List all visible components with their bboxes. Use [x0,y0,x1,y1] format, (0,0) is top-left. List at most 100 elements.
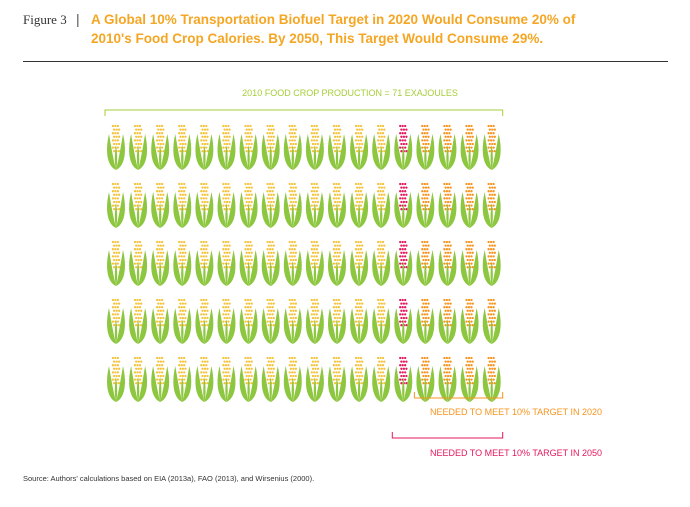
corn-cob-icon-food [239,356,258,402]
corn-cob-icon-food [107,182,125,228]
corn-cob-icon-food [239,240,258,286]
corn-cob-icon-needed-2020 [438,240,457,286]
corn-cob-icon-food [173,356,192,402]
corn-cob-icon-food [107,124,125,170]
figure-separator: | [76,11,80,27]
corn-cob-icon-food [195,240,214,286]
corn-cob-icon-needed-2050 [394,298,413,344]
corn-cob-icon-needed-2050 [394,356,413,402]
target-2050-label: NEEDED TO MEET 10% TARGET IN 2050 [430,448,602,458]
corn-cob-icon-needed-2050 [394,124,413,170]
corn-cob-icon-food [129,182,148,228]
corn-cob-icon-food [372,124,391,170]
corn-cob-icon-food [217,124,236,170]
corn-cob-icon-needed-2020 [460,298,479,344]
corn-cob-icon-food [372,240,391,286]
figure-title-line-2: 2010's Food Crop Calories. By 2050, This… [91,31,544,46]
corn-cob-icon-food [261,298,280,344]
corn-cob-icon-food [107,240,125,286]
corn-cob-icon-food [107,298,125,344]
corn-cob-icon-food [350,182,369,228]
corn-cob-icon-food [195,298,214,344]
corn-cob-icon-food [107,356,125,402]
corn-cob-icon-food [129,240,148,286]
corn-cob-icon-food [129,298,148,344]
corn-cob-icon-food [195,182,214,228]
figure-title: A Global 10% Transportation Biofuel Targ… [91,10,611,48]
corn-cob-icon-food [372,356,391,402]
corn-cob-icon-food [239,182,258,228]
corn-cob-icon-food [328,298,346,344]
corn-cob-icon-needed-2020 [438,298,457,344]
corn-cob-icon-food [173,298,192,344]
corn-cob-icon-food [261,182,280,228]
corn-cob-icon-needed-2020 [460,124,479,170]
corn-cob-icon-food [283,124,302,170]
corn-cob-icon-needed-2020 [460,240,479,286]
corn-cob-icon-food [350,124,369,170]
corn-cob-icon-food [350,356,369,402]
corn-cob-icon-food [372,182,391,228]
corn-cob-icon-food [328,124,346,170]
corn-cob-icon-food [129,124,148,170]
corn-cob-icon-food [151,298,170,344]
corn-cob-icon-food [151,240,170,286]
corn-cob-icon-food [151,124,170,170]
corn-cob-icon-needed-2020 [416,124,435,170]
corn-cob-icon-needed-2020 [416,356,435,402]
source-note: Source: Authors' calculations based on E… [23,474,315,483]
corn-cob-icon-food [129,356,148,402]
bracket-2050 [391,432,504,439]
chart-title: 2010 FOOD CROP PRODUCTION = 71 EXAJOULES [242,88,458,98]
corn-cob-icon-needed-2020 [460,182,479,228]
corn-cob-icon-food [173,240,192,286]
corn-cob-icon-food [217,240,236,286]
corn-cob-icon-food [283,356,302,402]
corn-cob-icon-food [283,182,302,228]
corn-cob-icon-needed-2050 [394,240,413,286]
corn-cob-icon-food [217,182,236,228]
corn-cob-icon-food [305,298,324,344]
corn-cob-icon-needed-2020 [482,298,501,344]
corn-cob-icon-needed-2050 [394,182,413,228]
corn-cob-icon-food [350,240,369,286]
corn-cob-icon-needed-2020 [416,182,435,228]
figure-label: Figure 3 [23,12,67,27]
header-rule [23,61,668,62]
corn-icon-grid [107,124,501,402]
corn-cob-icon-food [239,298,258,344]
corn-cob-icon-needed-2020 [416,240,435,286]
corn-cob-icon-food [217,298,236,344]
corn-cob-icon-needed-2020 [438,182,457,228]
corn-cob-icon-needed-2020 [482,240,501,286]
corn-cob-icon-food [217,356,236,402]
corn-pictograph-chart: 2010 FOOD CROP PRODUCTION = 71 EXAJOULES… [104,88,602,458]
corn-cob-icon-needed-2020 [438,356,457,402]
corn-cob-icon-needed-2020 [482,182,501,228]
corn-cob-icon-food [195,356,214,402]
corn-cob-icon-food [173,124,192,170]
corn-cob-icon-food [261,124,280,170]
bracket-2020 [413,392,504,399]
figure-title-line-1: A Global 10% Transportation Biofuel Targ… [91,12,576,27]
corn-cob-icon-food [239,124,258,170]
corn-cob-icon-needed-2020 [460,356,479,402]
target-brackets [391,392,504,439]
corn-cob-icon-needed-2020 [416,298,435,344]
target-2020-label: NEEDED TO MEET 10% TARGET IN 2020 [430,407,602,417]
corn-cob-icon-food [151,182,170,228]
corn-cob-icon-food [283,298,302,344]
corn-cob-icon-food [261,356,280,402]
corn-cob-icon-food [305,356,324,402]
corn-cob-icon-food [173,182,192,228]
corn-cob-icon-food [305,182,324,228]
corn-cob-icon-food [328,182,346,228]
corn-cob-icon-food [151,356,170,402]
corn-cob-icon-food [305,124,324,170]
corn-cob-icon-food [328,356,346,402]
corn-cob-icon-needed-2020 [482,124,501,170]
corn-cob-icon-needed-2020 [438,124,457,170]
corn-cob-icon-food [372,298,391,344]
corn-cob-icon-food [195,124,214,170]
total-production-bracket [104,109,504,116]
